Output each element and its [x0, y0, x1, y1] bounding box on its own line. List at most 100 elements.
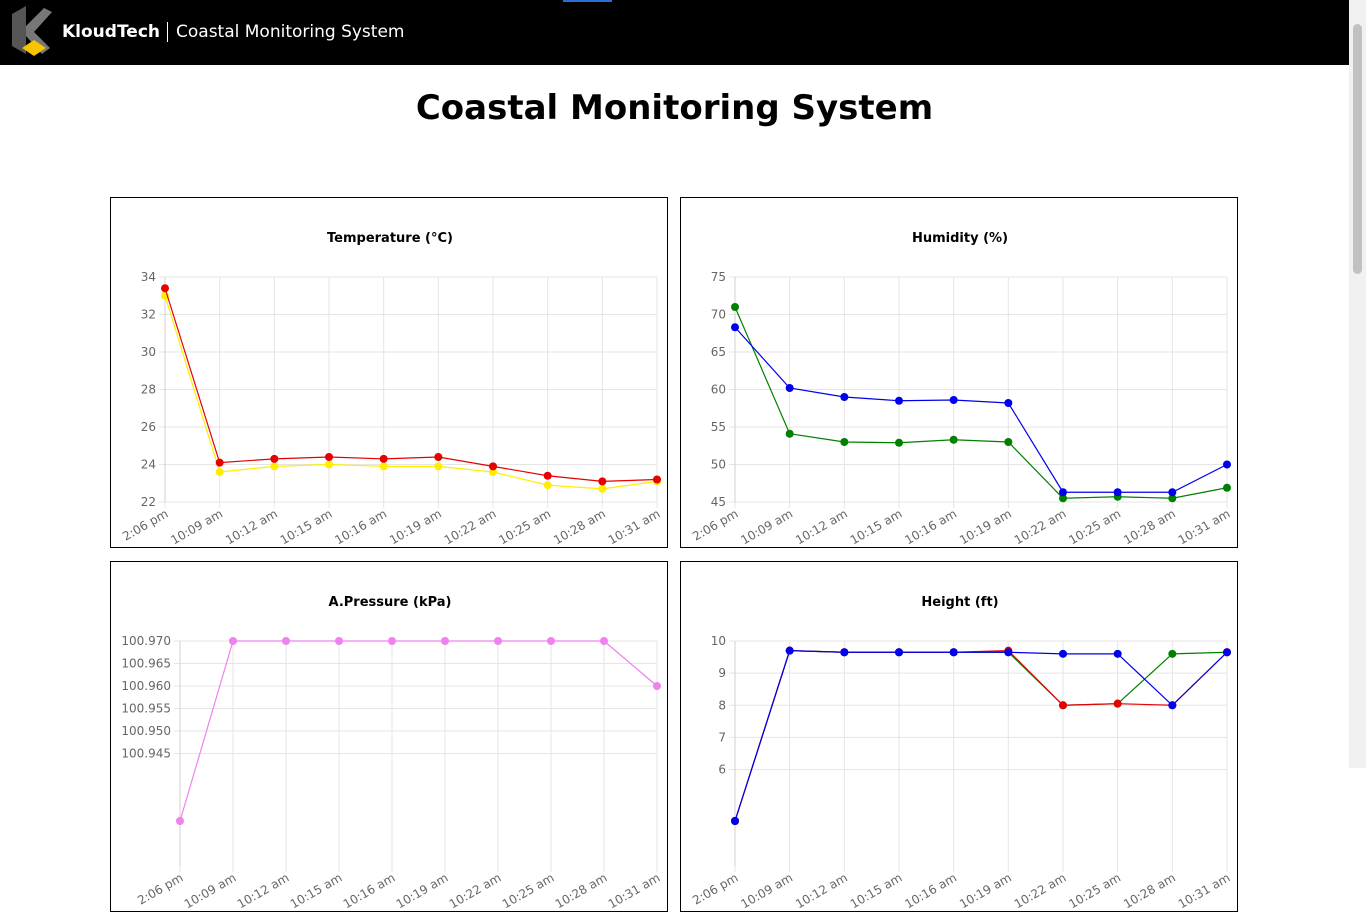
- x-tick-label: 10:15 am: [848, 506, 905, 547]
- data-point: [1004, 399, 1013, 407]
- chart-title: A.Pressure (kPa): [329, 595, 452, 610]
- y-tick-label: 7: [718, 730, 726, 744]
- x-tick-label: 10:22 am: [1012, 506, 1069, 547]
- y-tick-label: 6: [718, 763, 726, 777]
- x-tick-label: 10:16 am: [902, 506, 959, 547]
- y-tick-label: 50: [711, 458, 726, 472]
- x-tick-label: 2:06 pm: [135, 870, 185, 907]
- series-line: [734, 650, 1228, 822]
- data-point: [840, 438, 849, 446]
- x-tick-label: 10:16 am: [902, 870, 959, 911]
- data-point: [1113, 699, 1122, 708]
- data-point: [434, 462, 443, 471]
- data-point: [489, 462, 497, 471]
- chart-title: Height (ft): [921, 595, 998, 610]
- data-point: [731, 303, 739, 311]
- data-point: [653, 682, 661, 690]
- top-bar: KloudTech Coastal Monitoring System: [0, 0, 1349, 65]
- series-line: [734, 650, 1228, 822]
- data-point: [895, 438, 903, 447]
- x-tick-label: 10:25 am: [1066, 506, 1123, 547]
- x-tick-label: 10:12 am: [793, 506, 850, 547]
- data-point: [335, 637, 343, 645]
- x-tick-label: 10:22 am: [1012, 870, 1069, 911]
- y-tick-label: 22: [141, 495, 156, 509]
- data-point: [379, 454, 388, 463]
- brand: KloudTech: [62, 22, 160, 42]
- data-point: [731, 817, 739, 825]
- y-tick-label: 26: [141, 420, 156, 434]
- data-point: [949, 396, 958, 404]
- data-point: [1168, 494, 1177, 503]
- series-line: [164, 288, 658, 482]
- data-point: [215, 468, 224, 476]
- x-tick-label: 10:25 am: [1066, 870, 1123, 911]
- x-tick-label: 10:28 am: [553, 870, 610, 911]
- data-point: [270, 462, 279, 471]
- x-tick-label: 10:16 am: [332, 506, 389, 547]
- y-tick-label: 100.960: [121, 679, 171, 693]
- data-point: [731, 323, 739, 332]
- y-tick-label: 28: [141, 383, 156, 397]
- series-line: [734, 650, 1228, 822]
- x-tick-label: 10:31 am: [606, 506, 663, 547]
- y-tick-label: 9: [718, 666, 726, 680]
- data-point: [215, 458, 224, 467]
- x-tick-label: 10:09 am: [738, 870, 795, 911]
- data-point: [489, 468, 497, 476]
- data-point: [840, 648, 849, 657]
- series-line: [164, 295, 658, 490]
- x-tick-label: 10:31 am: [606, 870, 663, 911]
- data-point: [543, 471, 552, 480]
- y-tick-label: 45: [711, 495, 726, 509]
- data-point: [1223, 483, 1231, 492]
- data-point: [1168, 701, 1177, 710]
- y-tick-label: 10: [711, 634, 726, 648]
- tab-indicator: [563, 0, 612, 2]
- data-point: [270, 454, 279, 463]
- scrollbar[interactable]: [1349, 0, 1366, 768]
- data-point: [1113, 488, 1122, 497]
- data-point: [949, 435, 958, 444]
- data-point: [1004, 438, 1013, 446]
- x-tick-label: 10:22 am: [447, 870, 504, 911]
- x-tick-label: 10:19 am: [957, 870, 1014, 911]
- data-point: [325, 460, 333, 469]
- x-tick-label: 10:28 am: [1121, 506, 1178, 547]
- x-tick-label: 10:19 am: [387, 506, 444, 547]
- x-tick-label: 10:15 am: [288, 870, 345, 911]
- y-tick-label: 32: [141, 308, 156, 322]
- x-tick-label: 10:12 am: [235, 870, 292, 911]
- x-tick-label: 10:19 am: [394, 870, 451, 911]
- data-point: [840, 393, 849, 401]
- data-point: [229, 637, 237, 645]
- y-tick-label: 30: [141, 345, 156, 359]
- series-line: [179, 640, 658, 822]
- data-point: [1223, 648, 1231, 657]
- data-point: [785, 429, 794, 438]
- scrollbar-thumb[interactable]: [1353, 24, 1362, 274]
- y-tick-label: 24: [141, 458, 156, 472]
- data-point: [543, 481, 552, 490]
- data-point: [1168, 649, 1177, 658]
- data-point: [547, 637, 555, 645]
- chart-title: Humidity (%): [912, 231, 1008, 246]
- x-tick-label: 10:12 am: [223, 506, 280, 547]
- x-tick-label: 10:31 am: [1176, 506, 1233, 547]
- data-point: [379, 462, 388, 471]
- x-tick-label: 10:12 am: [793, 870, 850, 911]
- x-tick-label: 10:09 am: [168, 506, 225, 547]
- y-tick-label: 70: [711, 308, 726, 322]
- data-point: [282, 637, 290, 645]
- data-point: [895, 648, 903, 657]
- data-point: [1223, 460, 1231, 469]
- logo: [12, 6, 52, 56]
- series-line: [734, 306, 1228, 499]
- data-point: [176, 817, 184, 825]
- x-tick-label: 10:09 am: [738, 506, 795, 547]
- y-tick-label: 65: [711, 345, 726, 359]
